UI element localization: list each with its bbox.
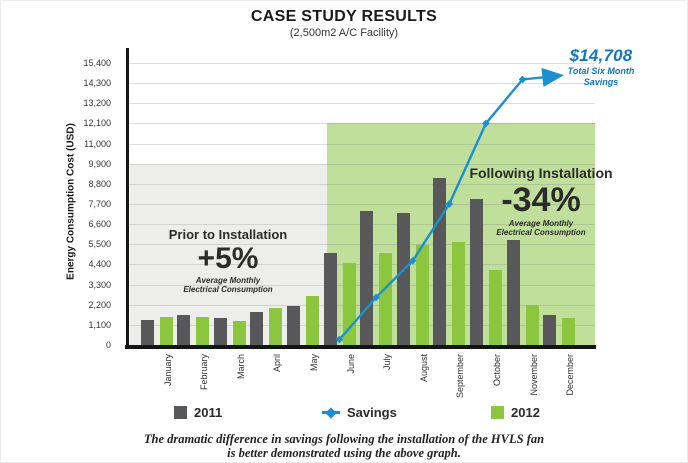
bar-2011-august [396, 213, 410, 345]
bar-2011-january [140, 320, 154, 345]
y-tick-label: 15,400 [83, 58, 111, 68]
bar-2012-august [415, 245, 429, 345]
bar-2012-may [305, 295, 319, 345]
y-tick-label: 12,100 [83, 118, 111, 129]
bar-2012-july [379, 253, 393, 345]
x-axis-line [125, 345, 596, 349]
following-subtext: Average Monthly Electrical Consumption [496, 219, 586, 238]
y-axis-title: Energy Consumption Cost (USD) [65, 123, 77, 280]
legend-savings-diamond-icon [322, 411, 340, 414]
bar-2012-february [196, 316, 210, 345]
y-tick-label: 6,600 [88, 219, 111, 230]
prior-heading: Prior to Installation [168, 227, 288, 242]
total-savings-callout: $14,708 Total Six Month Savings [553, 46, 649, 89]
gridline-14,300 [129, 83, 595, 85]
prior-installation-annotation: Prior to Installation +5% Average Monthl… [128, 227, 328, 294]
bar-2011-may [286, 305, 300, 345]
y-tick-label: 1,100 [88, 319, 111, 330]
legend-2012-label: 2012 [511, 405, 540, 420]
bar-2011-february [177, 314, 191, 345]
month-label-october: October [491, 354, 502, 387]
y-tick-label: 8,800 [88, 178, 111, 189]
y-tick-label: 2,200 [88, 299, 111, 310]
y-tick-label: 4,400 [88, 259, 111, 270]
bar-2011-november [506, 239, 520, 345]
bar-2011-april [250, 312, 264, 345]
y-tick-label: 9,900 [88, 158, 111, 169]
bar-2011-july [360, 211, 374, 345]
bar-2012-april [269, 308, 283, 345]
y-tick-label: 7,700 [88, 199, 111, 209]
savings-point-marker [518, 75, 527, 84]
month-label-february: February [199, 354, 210, 391]
caption-line-2: is better demonstrated using the above g… [227, 446, 461, 460]
bar-2011-march [213, 317, 227, 345]
page-title: CASE STUDY RESULTS [250, 8, 438, 25]
legend-2011-square-icon [174, 406, 187, 419]
page-subtitle: (2,500m2 A/C Facility) [289, 27, 399, 39]
month-label-may: May [308, 354, 319, 372]
y-axis-line [126, 48, 129, 349]
y-tick-label: 13,200 [83, 98, 111, 109]
bar-2012-october [488, 269, 502, 345]
month-label-january: January [162, 354, 173, 387]
legend-item-2012: 2012 [491, 405, 540, 420]
month-label-july: July [382, 354, 393, 371]
bar-2012-june [342, 262, 356, 345]
y-tick-label: 3,300 [88, 279, 111, 290]
bar-2012-november [525, 304, 539, 345]
following-percent-value: -34% [501, 181, 581, 219]
month-label-december: December [565, 354, 576, 396]
bar-2011-december [543, 314, 557, 345]
y-tick-label: 11,000 [84, 138, 111, 149]
total-savings-subtext: Total Six Month Savings [567, 66, 635, 88]
bar-2012-december [562, 317, 576, 345]
prior-subtext: Average Monthly Electrical Consumption [183, 276, 273, 295]
month-label-march: March [235, 354, 246, 380]
legend-savings-label: Savings [347, 405, 397, 420]
gridline-13,200 [129, 103, 595, 105]
y-tick-label: 0 [105, 340, 111, 350]
bar-2012-january [159, 316, 173, 345]
following-heading: Following Installation [469, 165, 613, 181]
gridline-11,000 [129, 143, 595, 145]
month-label-september: September [455, 354, 466, 399]
chart-caption: The dramatic difference in savings follo… [1, 432, 687, 460]
bar-2011-june [323, 253, 337, 345]
caption-line-1: The dramatic difference in savings follo… [143, 432, 545, 446]
gridline-12,100 [129, 123, 595, 125]
legend-item-savings: Savings [322, 405, 397, 420]
month-label-june: June [345, 354, 356, 374]
bar-2012-march [232, 321, 246, 345]
month-label-november: November [528, 354, 539, 396]
bar-2012-september [452, 242, 466, 345]
y-tick-label: 14,300 [83, 78, 111, 89]
prior-percent-value: +5% [197, 242, 259, 275]
y-tick-label: 5,500 [88, 239, 111, 250]
legend-2012-square-icon [491, 406, 504, 419]
month-label-august: August [418, 354, 429, 383]
following-installation-annotation: Following Installation -34% Average Mont… [441, 165, 641, 237]
legend-item-2011: 2011 [174, 405, 222, 420]
gridline-15,400 [129, 63, 595, 64]
legend-2011-label: 2011 [194, 405, 223, 420]
total-savings-amount: $14,708 [569, 46, 633, 65]
month-label-april: April [272, 354, 283, 373]
